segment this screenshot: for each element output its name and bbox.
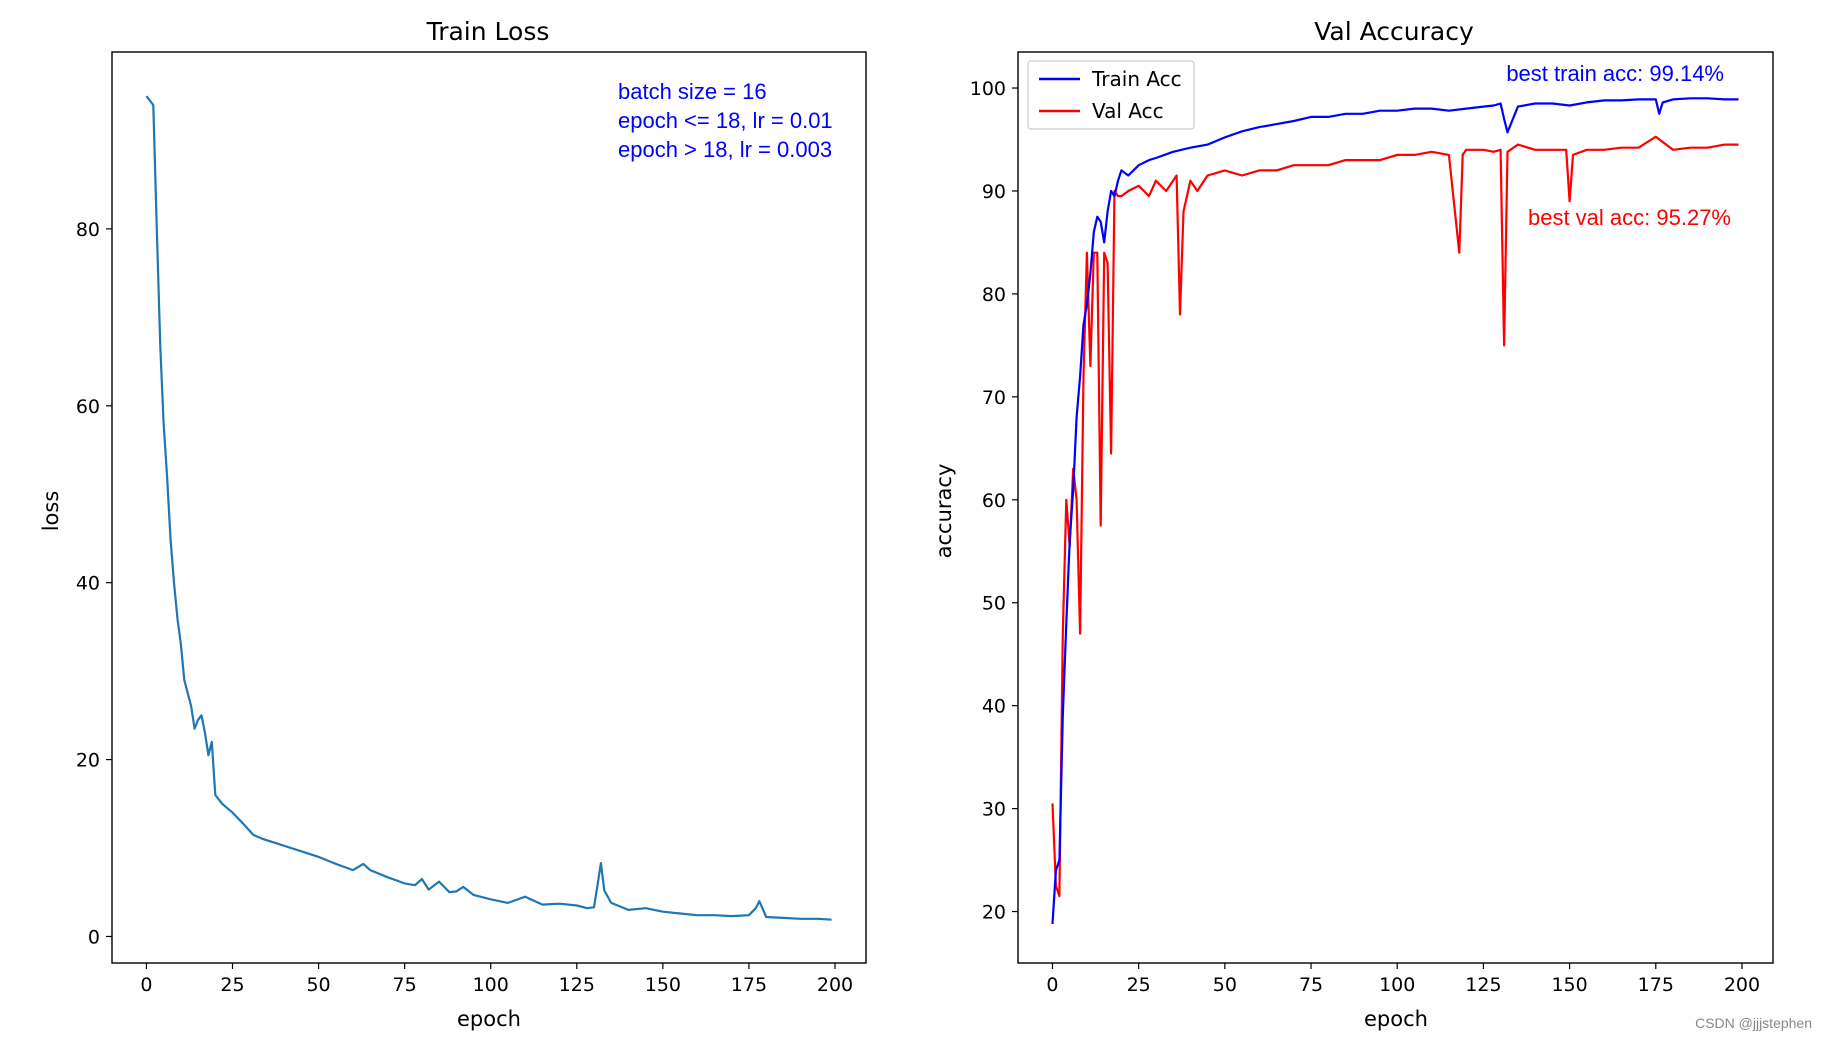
val-accuracy-x-ticks: 0 25 50 75 100 125 150 175 200 [1046, 963, 1760, 996]
val-accuracy-y-tick-label: 90 [982, 181, 1006, 203]
val-accuracy-y-tick-label: 80 [982, 284, 1006, 306]
annotation-lr-late: epoch > 18, lr = 0.003 [618, 137, 832, 162]
val-accuracy-y-label: accuracy [932, 464, 956, 559]
val-accuracy-y-tick-label: 60 [982, 490, 1006, 512]
val-acc-series-line [1051, 135, 1739, 898]
train-loss-series-line [145, 95, 832, 921]
train-loss-x-tick-label: 200 [817, 974, 853, 996]
val-accuracy-legend: Train Acc Val Acc [1027, 60, 1195, 130]
train-loss-y-tick-label: 0 [88, 926, 100, 948]
val-accuracy-x-tick-label: 200 [1724, 974, 1760, 996]
annotation-batch-size: batch size = 16 [618, 79, 767, 104]
train-loss-y-label: loss [39, 491, 63, 532]
val-accuracy-axes: Val Accuracy 0 25 50 75 100 125 150 175 200 20 30… [932, 17, 1774, 1031]
legend-label-val-acc: Val Acc [1092, 99, 1164, 123]
train-loss-x-tick-label: 0 [140, 974, 152, 996]
watermark: CSDN @jjjstephen [1695, 1015, 1812, 1031]
val-accuracy-x-tick-label: 100 [1379, 974, 1415, 996]
train-loss-x-tick-label: 100 [473, 974, 509, 996]
val-accuracy-y-tick-label: 20 [982, 902, 1006, 924]
train-loss-plot-frame [111, 51, 867, 964]
val-accuracy-title: Val Accuracy [1314, 17, 1474, 46]
val-accuracy-x-label: epoch [1364, 1007, 1428, 1031]
train-loss-title: Train Loss [426, 17, 550, 46]
train-loss-y-tick-label: 20 [76, 750, 100, 772]
annotation-best-val-acc: best val acc: 95.27% [1528, 205, 1731, 230]
train-loss-y-tick-label: 80 [76, 219, 100, 241]
train-loss-y-tick-label: 40 [76, 573, 100, 595]
annotation-best-train-acc: best train acc: 99.14% [1506, 61, 1724, 86]
train-loss-x-tick-label: 125 [559, 974, 595, 996]
val-accuracy-y-tick-label: 50 [982, 593, 1006, 615]
val-accuracy-x-tick-label: 150 [1551, 974, 1587, 996]
val-accuracy-y-tick-label: 30 [982, 799, 1006, 821]
val-accuracy-x-tick-label: 25 [1127, 974, 1151, 996]
train-loss-y-tick-label: 60 [76, 396, 100, 418]
val-accuracy-x-tick-label: 175 [1638, 974, 1674, 996]
val-accuracy-y-ticks: 20 30 40 50 60 70 80 90 100 [970, 78, 1018, 924]
train-loss-x-ticks: 0 25 50 75 100 125 150 175 200 [140, 963, 853, 996]
legend-label-train-acc: Train Acc [1091, 67, 1182, 91]
train-loss-x-tick-label: 50 [306, 974, 330, 996]
val-accuracy-x-tick-label: 75 [1299, 974, 1323, 996]
val-accuracy-y-tick-label: 70 [982, 387, 1006, 409]
val-accuracy-x-tick-label: 125 [1465, 974, 1501, 996]
train-loss-x-tick-label: 175 [731, 974, 767, 996]
val-accuracy-x-tick-label: 0 [1046, 974, 1058, 996]
val-accuracy-x-tick-label: 50 [1213, 974, 1237, 996]
val-accuracy-plot-frame [1017, 51, 1774, 964]
train-loss-y-ticks: 0 20 40 60 80 [76, 219, 112, 948]
train-loss-x-label: epoch [457, 1007, 521, 1031]
annotation-lr-early: epoch <= 18, lr = 0.01 [618, 108, 833, 133]
train-acc-series-line [1051, 97, 1739, 924]
train-loss-axes: Train Loss 0 25 50 75 100 125 150 175 200 0 20 40 6… [39, 17, 867, 1031]
train-loss-x-tick-label: 75 [393, 974, 417, 996]
val-accuracy-y-tick-label: 100 [970, 78, 1006, 100]
train-loss-x-tick-label: 25 [220, 974, 244, 996]
train-loss-x-tick-label: 150 [645, 974, 681, 996]
val-accuracy-y-tick-label: 40 [982, 696, 1006, 718]
